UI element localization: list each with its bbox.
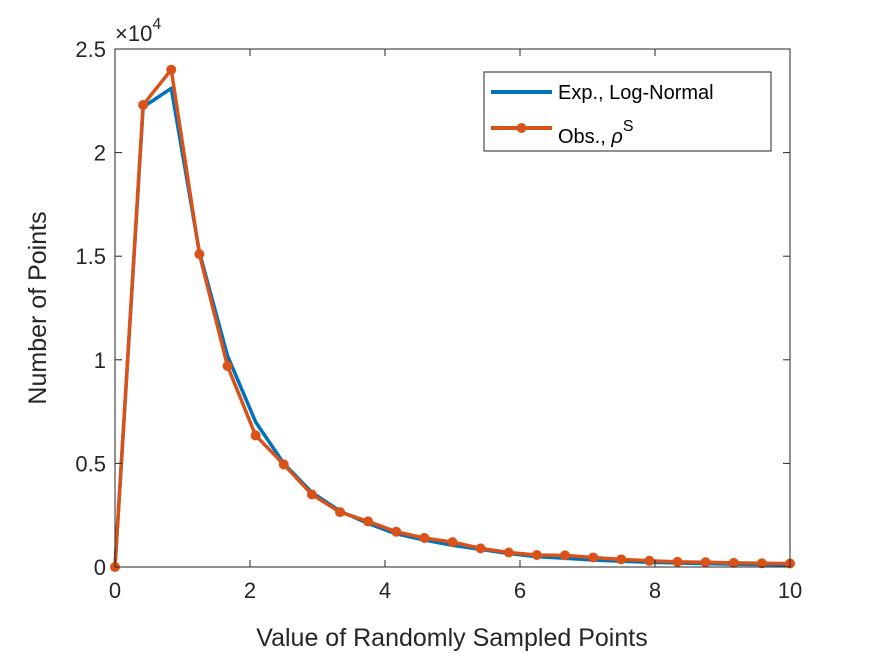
x-tick-label: 6 xyxy=(514,578,526,603)
y-tick-label: 0.5 xyxy=(75,451,106,476)
data-point-obs xyxy=(588,552,599,563)
data-point-obs xyxy=(503,547,514,558)
data-point-obs xyxy=(475,543,486,554)
data-point-obs xyxy=(363,516,374,527)
data-point-obs xyxy=(278,459,289,470)
data-point-obs xyxy=(644,555,655,566)
data-point-obs xyxy=(560,550,571,561)
legend-label-obs-symbol: ρ xyxy=(610,126,622,148)
data-point-obs xyxy=(672,556,683,567)
data-point-obs xyxy=(391,526,402,537)
data-point-obs xyxy=(334,507,345,518)
data-point-obs xyxy=(531,549,542,560)
data-point-obs xyxy=(700,557,711,568)
data-point-obs xyxy=(250,430,261,441)
x-tick-label: 0 xyxy=(109,578,121,603)
y-tick-label: 2.5 xyxy=(75,37,106,62)
data-point-obs xyxy=(419,532,430,543)
data-point-obs xyxy=(728,557,739,568)
legend: Exp., Log-Normal Obs., ρS xyxy=(483,71,772,152)
series-layer xyxy=(110,64,795,572)
y-axis-label: Number of Points xyxy=(24,211,52,404)
plot-frame xyxy=(114,48,791,568)
legend-label-obs: Obs., ρS xyxy=(558,118,634,148)
x-tick-label: 2 xyxy=(244,578,256,603)
y-tick-label: 1 xyxy=(94,348,106,373)
x-axis-label: Value of Randomly Sampled Points xyxy=(256,624,647,652)
legend-label-exp: Exp., Log-Normal xyxy=(558,82,714,104)
tick-layer: 0 2 4 6 8 10 0 0.5 1 1.5 2 2.5 xyxy=(75,37,802,603)
legend-label-obs-text: Obs., xyxy=(558,126,611,148)
y-axis-exponent-power: 4 xyxy=(152,16,161,33)
y-tick-label: 0 xyxy=(94,555,106,580)
data-point-obs xyxy=(166,64,177,75)
legend-label-obs-superscript: S xyxy=(623,118,634,135)
y-tick-label: 1.5 xyxy=(75,244,106,269)
data-point-obs xyxy=(222,361,233,372)
y-tick-label: 2 xyxy=(94,141,106,166)
legend-marker-obs xyxy=(516,123,527,133)
data-point-obs xyxy=(447,537,458,548)
data-point-obs xyxy=(194,249,205,260)
data-point-obs xyxy=(616,554,627,565)
data-point-obs xyxy=(138,99,149,110)
y-axis-exponent-base: ×10 xyxy=(115,21,152,46)
x-tick-label: 4 xyxy=(379,578,391,603)
x-tick-label: 8 xyxy=(649,578,661,603)
data-point-obs xyxy=(306,489,317,500)
data-point-obs xyxy=(756,558,767,569)
y-axis-exponent: ×104 xyxy=(115,16,161,46)
x-tick-label: 10 xyxy=(778,578,802,603)
legend-box xyxy=(483,71,772,152)
